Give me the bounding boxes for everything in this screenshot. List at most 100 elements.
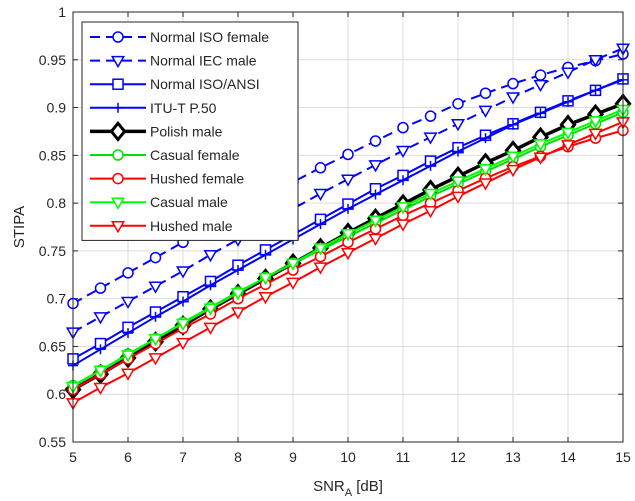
circle-marker: [112, 31, 124, 43]
triangle-down-marker: [395, 145, 411, 159]
y-tick-label: 0.95: [39, 52, 66, 68]
series-line: [72, 47, 624, 333]
triangle-down-marker: [450, 191, 466, 204]
y-tick-label: 0.85: [39, 147, 66, 163]
y-tick-label: 0.9: [47, 100, 67, 116]
triangle-down-marker: [258, 292, 273, 305]
triangle-down-marker: [313, 243, 328, 256]
axes-box: [72, 11, 624, 443]
y-tick-label: 0.7: [47, 291, 67, 307]
x-tick-label: 9: [289, 449, 297, 465]
series-hushed-male: [65, 117, 631, 411]
legend-item: Hushed male: [90, 218, 233, 234]
y-tick-label: 0.65: [39, 338, 66, 354]
circle-marker: [452, 97, 464, 110]
triangle-down-marker: [340, 248, 356, 261]
triangle-down-marker: [368, 160, 383, 173]
legend-item: Casual male: [90, 194, 228, 210]
x-tick-label: 8: [234, 449, 242, 465]
circle-marker: [534, 69, 547, 81]
y-tick-label: 1: [58, 4, 66, 20]
triangle-down-marker: [505, 151, 521, 164]
triangle-down-marker: [588, 55, 603, 68]
legend-label: ITU-T P.50: [150, 100, 217, 116]
triangle-down-marker: [313, 188, 328, 202]
triangle-down-marker: [368, 215, 383, 228]
triangle-down-marker: [230, 288, 246, 301]
legend-item: Normal ISO female: [90, 29, 269, 45]
legend-item: Polish male: [90, 120, 223, 142]
triangle-down-marker: [203, 303, 218, 316]
triangle-down-marker: [533, 79, 548, 93]
circle-marker: [424, 110, 437, 122]
y-axis-label: STIPA: [11, 206, 28, 248]
triangle-down-marker: [340, 228, 356, 242]
triangle-down-marker: [340, 174, 356, 187]
triangle-down-marker: [230, 307, 246, 320]
triangle-down-marker: [423, 188, 438, 202]
legend-label: Normal ISO/ANSI: [150, 76, 260, 92]
triangle-down-marker: [203, 249, 218, 263]
legend-item: Casual female: [90, 147, 240, 163]
triangle-down-marker: [505, 164, 521, 178]
circle-marker: [122, 267, 134, 279]
triangle-down-marker: [423, 132, 438, 145]
triangle-down-marker: [285, 258, 301, 271]
triangle-down-marker: [533, 152, 548, 165]
triangle-down-marker: [258, 272, 273, 286]
triangle-down-marker: [120, 350, 136, 363]
legend-item: ITU-T P.50: [90, 100, 217, 116]
legend-item: Normal ISO/ANSI: [90, 76, 260, 92]
triangle-down-marker: [175, 318, 191, 332]
circle-marker: [397, 121, 409, 134]
triangle-down-marker: [203, 322, 218, 335]
triangle-down-marker: [148, 353, 163, 366]
triangle-down-marker: [93, 382, 108, 396]
series-casual-male: [65, 104, 631, 395]
triangle-down-marker: [110, 197, 126, 210]
triangle-down-marker: [505, 92, 521, 105]
triangle-down-marker: [395, 219, 411, 232]
x-tick-label: 10: [340, 449, 356, 465]
triangle-down-marker: [120, 368, 136, 381]
triangle-down-marker: [560, 67, 576, 80]
triangle-down-marker: [395, 202, 411, 215]
x-tick-label: 13: [505, 449, 521, 465]
x-tick-label: 6: [124, 449, 132, 465]
y-tick-label: 0.55: [39, 434, 66, 450]
x-tick-label: 11: [396, 449, 411, 465]
circle-marker: [112, 172, 124, 185]
triangle-down-marker: [175, 337, 191, 351]
square-marker: [112, 78, 124, 90]
x-tick-label: 15: [615, 449, 631, 465]
legend: Normal ISO female Normal IEC male Normal I…: [81, 21, 299, 241]
y-tick-label: 0.75: [39, 243, 66, 259]
circle-marker: [507, 77, 519, 90]
legend-label: Normal IEC male: [150, 53, 257, 69]
legend-label: Normal ISO female: [150, 29, 269, 45]
triangle-down-marker: [120, 296, 136, 310]
triangle-down-marker: [148, 281, 163, 294]
triangle-down-marker: [588, 128, 603, 141]
circle-marker: [149, 251, 162, 264]
triangle-down-marker: [533, 139, 548, 152]
legend-label: Hushed female: [150, 171, 244, 187]
triangle-down-marker: [175, 266, 191, 279]
x-tick-label: 7: [179, 449, 187, 465]
circle-marker: [112, 149, 124, 161]
triangle-down-marker: [368, 233, 383, 246]
triangle-down-marker: [423, 206, 438, 219]
circle-marker: [94, 282, 107, 294]
triangle-down-marker: [148, 334, 163, 347]
x-axis-label: SNRA [dB]: [313, 478, 383, 499]
triangle-down-marker: [285, 277, 301, 290]
circle-marker: [342, 148, 354, 161]
x-tick-label: 5: [69, 449, 77, 465]
legend-label: Hushed male: [150, 218, 233, 234]
triangle-down-marker: [560, 140, 576, 153]
triangle-down-marker: [560, 127, 576, 140]
circle-marker: [479, 87, 492, 99]
triangle-down-marker: [478, 178, 493, 191]
triangle-down-marker: [478, 163, 493, 177]
y-tick-labels: 0.55 0.6 0.65 0.7 0.75 0.8 0.85 0.9 0.95 1: [39, 4, 66, 450]
